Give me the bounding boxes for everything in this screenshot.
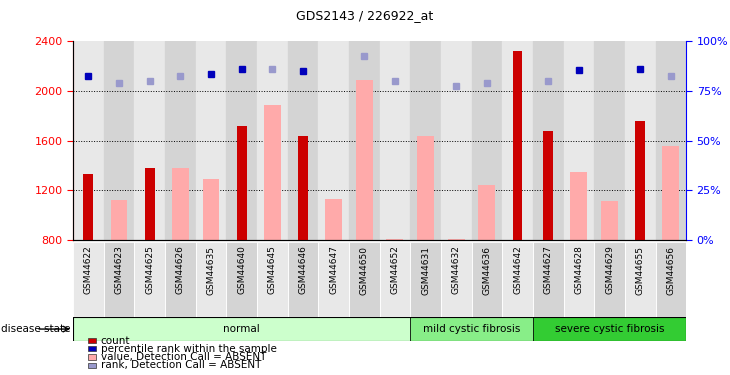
- Text: normal: normal: [223, 324, 260, 334]
- Bar: [594, 242, 625, 317]
- Bar: [441, 242, 472, 317]
- Bar: [226, 242, 257, 317]
- Text: GSM44652: GSM44652: [391, 246, 399, 294]
- Text: GSM44642: GSM44642: [513, 246, 522, 294]
- Bar: [472, 41, 502, 240]
- Bar: [601, 201, 618, 339]
- Bar: [165, 242, 196, 317]
- Bar: [447, 239, 465, 339]
- Bar: [386, 239, 404, 339]
- Bar: [570, 172, 588, 339]
- Text: percentile rank within the sample: percentile rank within the sample: [101, 344, 277, 354]
- Bar: [502, 41, 533, 240]
- Text: GSM44625: GSM44625: [145, 246, 154, 294]
- Bar: [410, 41, 441, 240]
- Bar: [104, 242, 134, 317]
- Text: GSM44655: GSM44655: [636, 246, 645, 295]
- Bar: [594, 41, 625, 240]
- Bar: [410, 242, 441, 317]
- Text: GSM44635: GSM44635: [207, 246, 215, 295]
- Bar: [625, 242, 656, 317]
- Bar: [237, 126, 247, 339]
- Bar: [410, 317, 533, 341]
- Text: disease state: disease state: [1, 324, 71, 334]
- Bar: [441, 41, 472, 240]
- Bar: [533, 317, 686, 341]
- Text: GSM44650: GSM44650: [360, 246, 369, 295]
- Bar: [165, 41, 196, 240]
- Bar: [257, 242, 288, 317]
- Bar: [226, 41, 257, 240]
- Bar: [73, 41, 104, 240]
- Bar: [318, 242, 349, 317]
- Text: value, Detection Call = ABSENT: value, Detection Call = ABSENT: [101, 352, 266, 362]
- Bar: [83, 174, 93, 339]
- Bar: [512, 51, 523, 339]
- Bar: [349, 41, 380, 240]
- Bar: [202, 179, 220, 339]
- Bar: [564, 242, 594, 317]
- Bar: [533, 41, 564, 240]
- Bar: [264, 105, 281, 339]
- Text: mild cystic fibrosis: mild cystic fibrosis: [423, 324, 520, 334]
- Bar: [478, 185, 496, 339]
- Bar: [288, 242, 318, 317]
- Bar: [134, 41, 165, 240]
- Bar: [380, 242, 410, 317]
- Bar: [502, 242, 533, 317]
- Bar: [110, 200, 128, 339]
- Text: GSM44623: GSM44623: [115, 246, 123, 294]
- Text: GSM44647: GSM44647: [329, 246, 338, 294]
- Bar: [318, 41, 349, 240]
- Bar: [196, 242, 226, 317]
- Bar: [417, 136, 434, 339]
- Bar: [73, 242, 104, 317]
- Bar: [472, 242, 502, 317]
- Bar: [564, 41, 594, 240]
- Text: GSM44627: GSM44627: [544, 246, 553, 294]
- Text: GSM44645: GSM44645: [268, 246, 277, 294]
- Bar: [656, 41, 686, 240]
- Bar: [380, 41, 410, 240]
- Text: GSM44656: GSM44656: [666, 246, 675, 295]
- Text: GSM44631: GSM44631: [421, 246, 430, 295]
- Bar: [325, 199, 342, 339]
- Text: GSM44636: GSM44636: [483, 246, 491, 295]
- Text: GSM44622: GSM44622: [84, 246, 93, 294]
- Bar: [356, 80, 373, 339]
- Bar: [172, 168, 189, 339]
- Text: GSM44640: GSM44640: [237, 246, 246, 294]
- Text: severe cystic fibrosis: severe cystic fibrosis: [555, 324, 664, 334]
- Bar: [145, 168, 155, 339]
- Bar: [635, 121, 645, 339]
- Bar: [662, 146, 680, 339]
- Bar: [543, 131, 553, 339]
- Bar: [288, 41, 318, 240]
- Text: count: count: [101, 336, 130, 345]
- Text: GDS2143 / 226922_at: GDS2143 / 226922_at: [296, 9, 434, 22]
- Text: GSM44628: GSM44628: [575, 246, 583, 294]
- Bar: [134, 242, 165, 317]
- Bar: [196, 41, 226, 240]
- Text: GSM44646: GSM44646: [299, 246, 307, 294]
- Bar: [625, 41, 656, 240]
- Text: GSM44629: GSM44629: [605, 246, 614, 294]
- Bar: [656, 242, 686, 317]
- Bar: [104, 41, 134, 240]
- Text: GSM44626: GSM44626: [176, 246, 185, 294]
- Bar: [349, 242, 380, 317]
- Bar: [257, 41, 288, 240]
- Bar: [73, 317, 410, 341]
- Text: rank, Detection Call = ABSENT: rank, Detection Call = ABSENT: [101, 360, 261, 370]
- Bar: [533, 242, 564, 317]
- Text: GSM44632: GSM44632: [452, 246, 461, 294]
- Bar: [298, 136, 308, 339]
